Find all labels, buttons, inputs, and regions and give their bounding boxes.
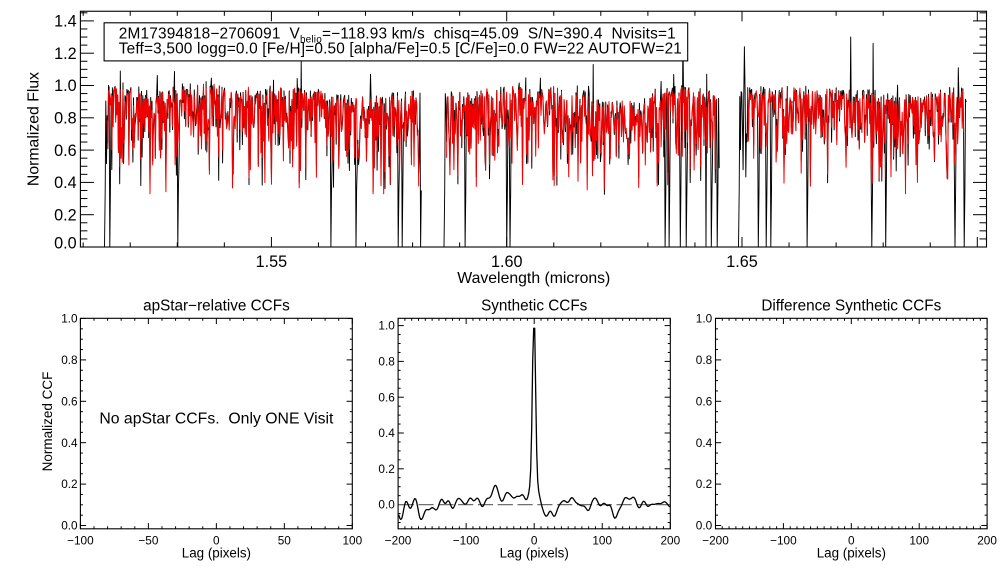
- svg-text:100: 100: [592, 534, 612, 548]
- svg-text:1.65: 1.65: [726, 253, 758, 271]
- svg-text:Teff=3,500 logg=0.0 [Fe/H]=0.5: Teff=3,500 logg=0.0 [Fe/H]=0.50 [alpha/F…: [119, 40, 682, 57]
- svg-text:Lag (pixels): Lag (pixels): [500, 545, 569, 560]
- svg-text:1.60: 1.60: [491, 253, 523, 271]
- svg-text:Lag (pixels): Lag (pixels): [182, 545, 251, 560]
- svg-text:1.0: 1.0: [378, 319, 395, 333]
- svg-text:−100: −100: [770, 534, 797, 548]
- svg-text:−100: −100: [453, 534, 480, 548]
- svg-text:0.6: 0.6: [54, 142, 77, 160]
- svg-text:100: 100: [342, 534, 362, 548]
- svg-text:Normalized Flux: Normalized Flux: [26, 72, 43, 186]
- svg-text:Synthetic CCFs: Synthetic CCFs: [481, 298, 588, 315]
- svg-text:Difference Synthetic CCFs: Difference Synthetic CCFs: [761, 298, 941, 315]
- svg-text:−100: −100: [67, 534, 94, 548]
- svg-text:0.0: 0.0: [54, 234, 77, 252]
- svg-text:−200: −200: [702, 534, 729, 548]
- svg-text:1.0: 1.0: [696, 312, 713, 326]
- svg-text:0.4: 0.4: [378, 426, 395, 440]
- svg-text:1.55: 1.55: [256, 253, 288, 271]
- svg-text:0.0: 0.0: [696, 519, 713, 533]
- svg-text:0.6: 0.6: [378, 390, 395, 404]
- svg-text:0: 0: [848, 534, 855, 548]
- svg-text:0.4: 0.4: [61, 436, 78, 450]
- svg-text:0.4: 0.4: [696, 436, 713, 450]
- svg-text:0.0: 0.0: [378, 498, 395, 512]
- svg-text:0.0: 0.0: [61, 519, 78, 533]
- svg-text:0: 0: [213, 534, 220, 548]
- svg-text:0.6: 0.6: [696, 394, 713, 408]
- svg-text:0.8: 0.8: [61, 353, 78, 367]
- svg-text:−200: −200: [385, 534, 412, 548]
- svg-text:0.6: 0.6: [61, 394, 78, 408]
- svg-text:50: 50: [278, 534, 292, 548]
- svg-text:0.4: 0.4: [54, 174, 77, 192]
- svg-text:apStar−relative CCFs: apStar−relative CCFs: [143, 298, 290, 315]
- svg-text:0.2: 0.2: [696, 477, 712, 491]
- svg-text:200: 200: [660, 534, 680, 548]
- svg-text:0.8: 0.8: [378, 355, 395, 369]
- svg-text:0.2: 0.2: [61, 477, 77, 491]
- svg-text:1.2: 1.2: [54, 45, 77, 63]
- svg-text:0.8: 0.8: [696, 353, 713, 367]
- svg-text:0.8: 0.8: [54, 110, 77, 128]
- svg-text:Normalized CCF: Normalized CCF: [40, 372, 55, 472]
- svg-text:0.2: 0.2: [378, 462, 394, 476]
- svg-text:Wavelength (microns): Wavelength (microns): [457, 270, 610, 287]
- svg-text:−50: −50: [138, 534, 158, 548]
- svg-text:No apStar CCFs. Only ONE Visi: No apStar CCFs. Only ONE Visit: [99, 411, 334, 428]
- svg-text:200: 200: [977, 534, 997, 548]
- svg-text:0.2: 0.2: [54, 206, 77, 224]
- svg-text:Lag (pixels): Lag (pixels): [817, 545, 886, 560]
- svg-text:1.0: 1.0: [61, 312, 78, 326]
- svg-text:1.0: 1.0: [54, 77, 77, 95]
- svg-text:100: 100: [909, 534, 929, 548]
- svg-text:0: 0: [531, 534, 538, 548]
- svg-text:2M17394818−2706091 Vhelio=−11: 2M17394818−2706091 Vhelio=−118.93 km/s c…: [119, 26, 676, 46]
- svg-text:1.4: 1.4: [54, 13, 77, 31]
